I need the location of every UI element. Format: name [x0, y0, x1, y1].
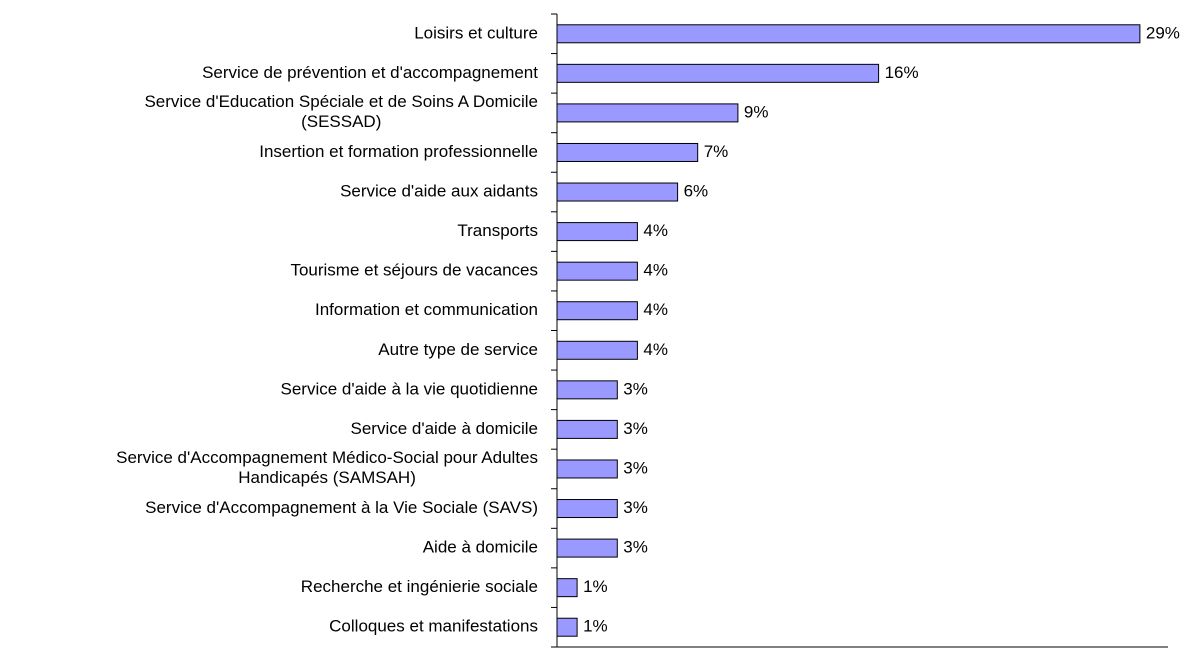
value-label: 7%: [704, 142, 729, 161]
value-label: 16%: [885, 63, 919, 82]
bar: [556, 63, 880, 83]
value-label: 3%: [623, 538, 648, 557]
bar: [556, 24, 1141, 44]
value-label: 4%: [643, 340, 668, 359]
bar: [556, 538, 618, 558]
bar: [556, 182, 679, 202]
value-label: 6%: [684, 182, 709, 201]
bar: [556, 578, 578, 598]
value-label: 9%: [744, 102, 769, 121]
y-tick-label: Service d'Education Spéciale et de Soins…: [144, 92, 538, 131]
y-tick-label: Loisirs et culture: [414, 23, 538, 42]
value-label: 3%: [623, 379, 648, 398]
value-label: 3%: [623, 419, 648, 438]
y-tick-label: Service d'Accompagnement Médico-Social p…: [116, 448, 538, 487]
y-tick-label: Tourisme et séjours de vacances: [290, 261, 538, 280]
bar: [556, 419, 618, 439]
y-tick-label: Service d'aide aux aidants: [340, 182, 538, 201]
bar: [556, 380, 618, 400]
value-label: 29%: [1146, 23, 1180, 42]
bar: [556, 222, 638, 242]
bar: [556, 499, 618, 519]
bar: [556, 301, 638, 321]
bar: [556, 340, 638, 360]
value-label: 4%: [643, 300, 668, 319]
value-label: 3%: [623, 458, 648, 477]
value-label: 1%: [583, 577, 608, 596]
y-tick-label: Service d'Accompagnement à la Vie Social…: [145, 498, 538, 517]
y-tick-label: Recherche et ingénierie sociale: [301, 577, 538, 596]
bar: [556, 142, 699, 162]
y-tick-label: Autre type de service: [378, 340, 538, 359]
bar: [556, 617, 578, 637]
bar: [556, 261, 638, 281]
bar: [556, 459, 618, 479]
y-tick-label: Service d'aide à domicile: [350, 419, 538, 438]
value-label: 1%: [583, 617, 608, 636]
y-tick-label: Aide à domicile: [423, 538, 538, 557]
y-tick-label: Service de prévention et d'accompagnemen…: [202, 63, 538, 82]
value-label: 4%: [643, 261, 668, 280]
y-tick-label: Information et communication: [315, 300, 538, 319]
y-tick-label: Colloques et manifestations: [329, 617, 538, 636]
y-tick-label: Transports: [457, 221, 538, 240]
value-label: 4%: [643, 221, 668, 240]
bar: [556, 103, 739, 123]
y-tick-label: Service d'aide à la vie quotidienne: [281, 379, 538, 398]
value-label: 3%: [623, 498, 648, 517]
y-tick-label: Insertion et formation professionnelle: [259, 142, 538, 161]
